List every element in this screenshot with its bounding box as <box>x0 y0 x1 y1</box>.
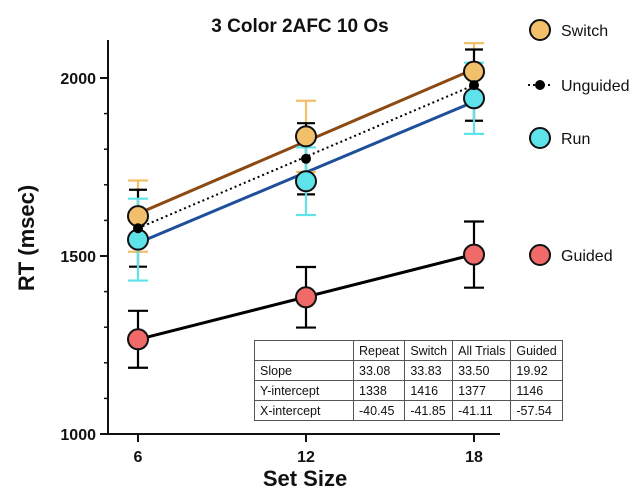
data-point-unguided <box>133 223 143 234</box>
table-cell: -41.85 <box>404 400 454 421</box>
axes: 1000 1500 2000 6 12 18 <box>60 40 500 466</box>
table-cell: -41.11 <box>452 400 512 421</box>
data-point-switch <box>127 205 149 228</box>
data-point-guided <box>127 328 149 351</box>
table-row-label: X-intercept <box>254 400 354 421</box>
table-header-cell <box>254 340 354 361</box>
table-header-cell: Switch <box>404 340 454 361</box>
legend: Switch Unguided Run Guided <box>528 19 630 266</box>
fit-line-unguided <box>137 84 475 230</box>
chart-title: 3 Color 2AFC 10 Os <box>211 16 388 37</box>
table-row: Y-intercept 1338 1416 1377 1146 <box>254 380 563 401</box>
y-tick-label: 1500 <box>60 249 96 266</box>
table-cell: 1338 <box>352 380 406 401</box>
table-row-label: Slope <box>254 360 354 381</box>
y-axis-title: RT (msec) <box>14 185 39 291</box>
table-header-row: Repeat Switch All Trials Guided <box>254 340 563 361</box>
table-cell: -57.54 <box>510 400 563 421</box>
table-header-cell: Repeat <box>352 340 406 361</box>
table-cell: 19.92 <box>510 360 563 381</box>
legend-label-switch: Switch <box>561 23 608 40</box>
table-cell: 1416 <box>404 380 454 401</box>
x-axis-title: Set Size <box>263 466 347 491</box>
table-cell: 33.50 <box>452 360 512 381</box>
data-point-unguided <box>301 153 311 164</box>
legend-marker-guided <box>529 244 551 266</box>
data-point-guided <box>295 286 317 309</box>
table-row: X-intercept -40.45 -41.85 -41.11 -57.54 <box>254 400 563 421</box>
x-tick-label: 12 <box>297 449 315 466</box>
data-point-unguided <box>469 80 479 91</box>
y-tick-label: 1000 <box>60 427 96 444</box>
table-cell: 1377 <box>452 380 512 401</box>
x-tick-label: 18 <box>465 449 483 466</box>
table-cell: 33.08 <box>352 360 406 381</box>
table-cell: 33.83 <box>404 360 454 381</box>
table-cell: 1146 <box>510 380 563 401</box>
table-row-label: Y-intercept <box>254 380 354 401</box>
y-tick-label: 2000 <box>60 71 96 88</box>
table-row: Slope 33.08 33.83 33.50 19.92 <box>254 360 563 381</box>
stats-table: Repeat Switch All Trials Guided Slope 33.08 33… <box>254 340 563 421</box>
legend-label-guided: Guided <box>561 248 613 265</box>
legend-label-unguided: Unguided <box>561 78 630 95</box>
legend-marker-unguided <box>535 80 545 90</box>
error-bars <box>128 42 484 369</box>
data-point-switch <box>295 125 317 148</box>
legend-label-run: Run <box>561 131 590 148</box>
table-header-cell: Guided <box>510 340 563 361</box>
data-point-run <box>295 170 317 193</box>
data-points <box>127 60 485 351</box>
legend-marker-run <box>529 127 551 149</box>
legend-marker-switch <box>529 19 551 41</box>
x-tick-label: 6 <box>134 449 143 466</box>
data-point-guided <box>463 243 485 266</box>
table-header-cell: All Trials <box>452 340 512 361</box>
table-cell: -40.45 <box>352 400 406 421</box>
data-point-switch <box>463 60 485 83</box>
data-point-run <box>463 87 485 110</box>
